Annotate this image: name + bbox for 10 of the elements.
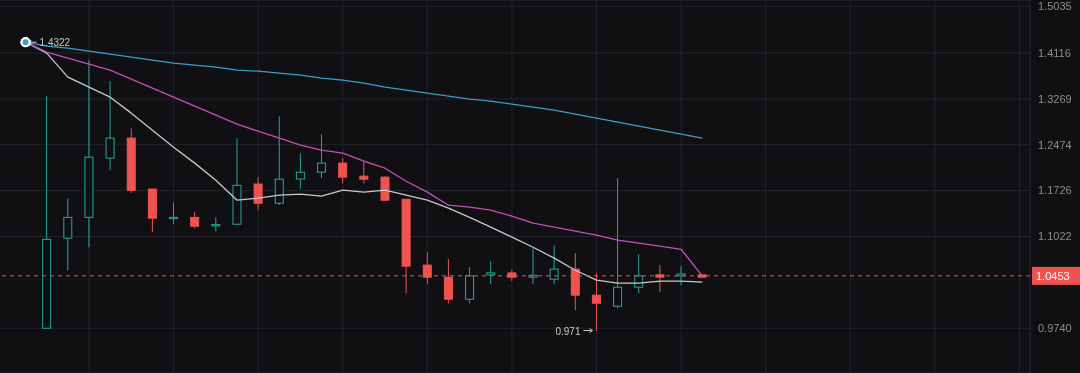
y-tick-label: 1.2474 xyxy=(1038,138,1072,151)
y-tick-label: 1.1022 xyxy=(1038,230,1072,243)
annotation: 0.971 xyxy=(555,325,581,337)
y-tick-label: 0.9740 xyxy=(1038,322,1072,335)
y-tick-label: 1.1726 xyxy=(1038,184,1072,197)
annotation: 1.4322 xyxy=(39,37,71,49)
ref-line-label: 1.0453 xyxy=(1036,269,1070,282)
y-tick-label: 1.4116 xyxy=(1038,46,1071,59)
y-tick-label: 1.3269 xyxy=(1038,92,1072,105)
y-tick-label: 1.5035 xyxy=(1038,0,1072,13)
